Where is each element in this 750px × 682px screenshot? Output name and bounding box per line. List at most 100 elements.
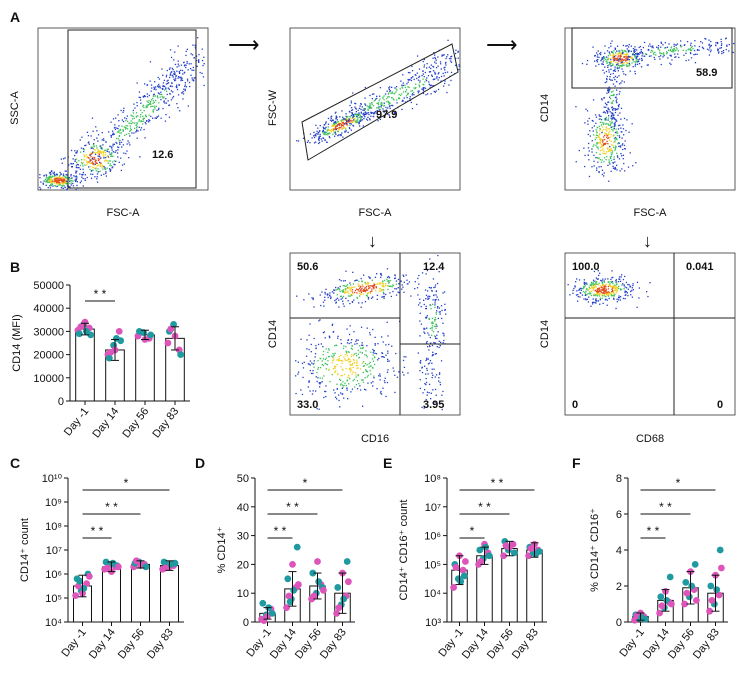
flow-event-1: [345, 119, 347, 121]
flow-event-0: [325, 133, 328, 136]
flow-event-1: [309, 369, 311, 372]
flow-event-1: [426, 77, 428, 79]
flow-event-0: [69, 186, 71, 188]
flow-event-1: [708, 43, 710, 45]
flow-event-1: [337, 124, 339, 126]
chart-d-point: [310, 592, 318, 600]
flow-event-3: [434, 388, 437, 391]
flow-event-1: [672, 51, 674, 53]
flow-event-1: [417, 90, 419, 92]
flow-event-0: [367, 292, 369, 294]
flow-event-1: [352, 125, 355, 127]
flow-event-0: [610, 58, 612, 60]
flow-event-0: [344, 127, 346, 129]
flow-event-0: [614, 57, 616, 60]
flow-event-2: [607, 124, 610, 126]
flow-event-0: [572, 292, 574, 294]
flow-event-0: [353, 117, 355, 119]
flow-event-2: [424, 328, 426, 330]
flow-event-0: [630, 57, 632, 59]
flow-event-1: [341, 387, 343, 389]
flow-event-3: [192, 44, 194, 46]
flow-event-0: [360, 119, 362, 121]
flow-event-2: [160, 117, 162, 119]
flow-event-0: [358, 288, 361, 290]
flow-event-2: [623, 134, 625, 136]
flow-event-0: [612, 64, 614, 67]
flow-event-3: [610, 94, 612, 97]
flow-event-1: [334, 112, 336, 114]
flow-event-1: [296, 140, 298, 142]
flow-event-1: [344, 354, 347, 356]
flow-event-0: [366, 119, 369, 121]
flow-event-1: [374, 344, 376, 346]
flow-event-1: [715, 42, 717, 44]
flow-event-0: [339, 134, 341, 136]
flow-event-1: [424, 81, 426, 83]
flow-event-1: [359, 389, 362, 391]
flow-event-2: [432, 322, 434, 325]
flow-event-0: [583, 281, 585, 284]
flow-event-0: [347, 119, 349, 121]
flow-event-1: [424, 71, 426, 74]
panel-letter-c: C: [10, 455, 20, 471]
flow-event-3: [615, 100, 617, 102]
flow-event-0: [318, 141, 321, 144]
flow-event-1: [650, 49, 653, 52]
flow-event-0: [336, 297, 339, 299]
flow-event-1: [96, 137, 98, 139]
flow-event-1: [367, 109, 369, 111]
flow-event-2: [600, 144, 603, 146]
flow-event-0: [613, 285, 615, 287]
flow-event-0: [624, 59, 626, 61]
flow-plot-3-frame: [564, 27, 736, 191]
flow-event-2: [601, 130, 604, 132]
flow-event-0: [616, 298, 618, 300]
flow-event-0: [620, 52, 622, 54]
flow-event-0: [379, 282, 381, 284]
flow-event-0: [82, 185, 84, 187]
flow-event-0: [342, 136, 344, 138]
flow-event-1: [362, 405, 364, 407]
flow-event-1: [361, 344, 363, 346]
flow-event-2: [602, 139, 604, 141]
chart-c-xtick-label: Day 14: [87, 626, 118, 661]
flow-event-2: [450, 58, 452, 60]
flow-event-2: [109, 153, 111, 155]
flow-event-0: [606, 294, 609, 296]
flow-event-1: [404, 84, 406, 86]
flow-event-0: [612, 276, 614, 279]
flow-event-1: [346, 328, 348, 330]
flow-event-1: [348, 376, 350, 378]
flow-event-0: [324, 139, 326, 142]
flow-event-1: [93, 139, 95, 141]
flow-event-0: [598, 282, 600, 284]
flow-event-2: [615, 146, 617, 148]
flow-event-2: [146, 120, 148, 122]
flow-event-1: [78, 160, 80, 162]
flow-event-1: [364, 354, 366, 356]
flow-event-0: [631, 57, 633, 60]
flow-event-3: [612, 113, 614, 115]
flow-event-1: [95, 167, 97, 169]
flow-event-3: [610, 73, 612, 75]
flow-event-0: [615, 59, 618, 61]
flow-event-1: [415, 83, 417, 85]
flow-event-0: [593, 286, 595, 288]
flow-plot-5-q-bl: 0: [572, 399, 578, 411]
flow-event-0: [598, 274, 600, 277]
flow-event-0: [601, 286, 603, 288]
flow-event-1: [309, 133, 312, 135]
flow-event-0: [603, 294, 605, 296]
flow-event-2: [115, 150, 117, 152]
flow-event-0: [356, 288, 358, 290]
flow-event-0: [70, 184, 72, 186]
flow-event-1: [694, 40, 696, 42]
flow-event-0: [603, 59, 605, 61]
flow-event-0: [593, 287, 595, 289]
flow-event-0: [623, 64, 625, 66]
flow-event-3: [194, 77, 196, 79]
flow-event-2: [444, 69, 446, 71]
flow-event-0: [75, 188, 77, 191]
